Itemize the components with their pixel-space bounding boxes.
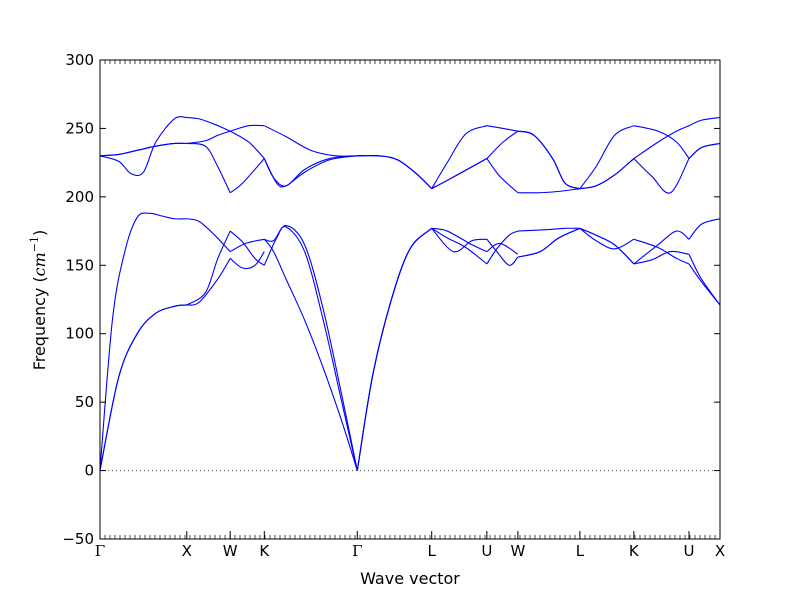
band-line-5	[99, 142, 187, 157]
x-tick-label: W	[510, 542, 525, 560]
band-line-10	[186, 130, 231, 145]
x-tick-label: Γ	[95, 542, 105, 560]
band-line-7	[186, 258, 231, 306]
band-line-8	[186, 218, 231, 252]
x-tick-label: X	[182, 542, 192, 560]
x-tick-label: W	[223, 542, 238, 560]
band-line-16	[230, 124, 265, 132]
band-line-62	[688, 254, 721, 306]
series-layer	[99, 116, 721, 471]
band-line-19	[263, 238, 358, 471]
x-tick-label: L	[428, 542, 437, 560]
band-line-29	[357, 154, 433, 190]
y-tick-label: 300	[65, 51, 94, 69]
y-tick-label: 50	[75, 393, 94, 411]
y-tick-label: 0	[84, 462, 94, 480]
x-axis-label: Wave vector	[360, 569, 460, 588]
y-tick-label: 150	[65, 256, 94, 274]
band-line-11	[186, 116, 231, 132]
x-tick-label: X	[715, 542, 725, 560]
band-line-45	[517, 188, 580, 194]
y-tick-label: −50	[62, 530, 94, 548]
band-line-21	[263, 155, 358, 188]
band-line-56	[633, 250, 690, 265]
band-line-65	[688, 142, 721, 159]
band-line-47	[517, 130, 581, 190]
band-line-38	[486, 242, 519, 255]
y-axis-label-exponent: −1	[28, 236, 41, 252]
band-line-35	[431, 158, 488, 190]
band-line-9	[186, 142, 231, 193]
y-axis-label-prefix: Frequency (	[30, 276, 49, 370]
band-line-60	[688, 218, 721, 240]
band-line-30	[431, 227, 488, 265]
band-line-37	[486, 238, 519, 266]
band-line-31	[431, 227, 488, 253]
band-line-42	[517, 227, 580, 232]
y-axis-label: Frequency (cm−1)	[28, 230, 49, 371]
band-line-4	[99, 116, 187, 177]
y-axis-label-unit: cm	[30, 252, 49, 276]
band-line-55	[633, 238, 690, 265]
band-line-12	[229, 230, 265, 266]
band-line-23	[263, 155, 358, 187]
band-line-48	[579, 227, 635, 250]
plot-frame	[99, 59, 721, 540]
x-tick-label: K	[629, 542, 640, 560]
band-line-13	[229, 251, 265, 270]
band-line-54	[633, 230, 690, 265]
band-line-64	[688, 116, 721, 127]
band-line-53	[579, 158, 635, 190]
x-tick-label: L	[576, 542, 585, 560]
band-line-17	[229, 130, 265, 159]
y-tick-label: 200	[65, 188, 94, 206]
x-tick-label: Γ	[352, 542, 362, 560]
band-line-52	[579, 125, 635, 189]
band-line-40	[486, 125, 518, 132]
band-line-34	[431, 125, 488, 189]
band-line-39	[486, 130, 519, 159]
band-line-59	[633, 125, 690, 159]
band-line-36	[486, 230, 519, 265]
x-tick-label: K	[259, 542, 270, 560]
x-tick-label: U	[684, 542, 695, 560]
band-line-50	[579, 227, 635, 265]
y-axis-label-suffix: )	[30, 230, 49, 236]
band-line-2	[99, 212, 187, 471]
band-line-14	[229, 238, 265, 253]
band-line-41	[486, 158, 519, 194]
band-line-15	[229, 158, 265, 194]
band-line-57	[633, 158, 690, 194]
band-line-6	[186, 230, 231, 306]
band-line-26	[356, 227, 433, 471]
band-line-44	[517, 227, 581, 258]
tick-layer	[99, 59, 721, 540]
y-tick-label: 100	[65, 325, 94, 343]
band-line-1	[99, 304, 187, 471]
band-line-18	[263, 225, 358, 471]
y-tick-label: 250	[65, 119, 94, 137]
x-tick-label: U	[481, 542, 492, 560]
band-line-20	[264, 225, 358, 471]
band-line-32	[431, 227, 487, 253]
